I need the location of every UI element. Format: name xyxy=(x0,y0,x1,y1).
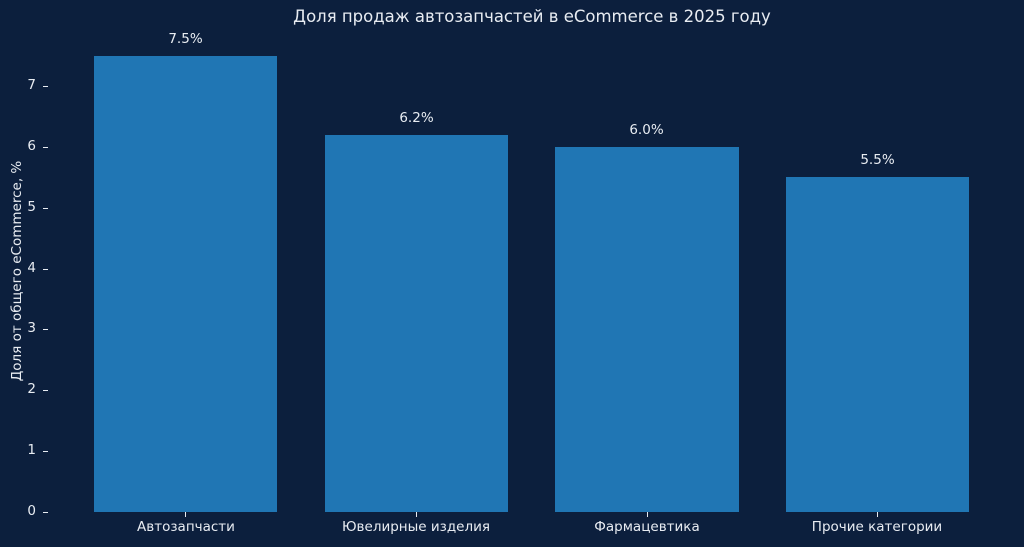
value-label: 6.2% xyxy=(399,110,434,126)
value-label: 7.5% xyxy=(168,31,203,47)
bar-pharma xyxy=(555,147,739,512)
x-tick-label: Прочие категории xyxy=(811,519,943,535)
bar-other xyxy=(786,177,969,512)
y-axis-label: Доля от общего eCommerce, % xyxy=(9,160,25,382)
bar-jewelry xyxy=(325,135,508,512)
x-tick xyxy=(877,512,878,517)
x-tick xyxy=(416,512,417,517)
value-label: 5.5% xyxy=(860,152,895,168)
x-tick-label: Автозапчасти xyxy=(137,519,235,535)
value-label: 6.0% xyxy=(629,122,664,138)
bar-autoparts xyxy=(94,56,277,512)
x-tick xyxy=(185,512,186,517)
x-tick-label: Ювелирные изделия xyxy=(341,519,490,535)
x-tick-label: Фармацевтика xyxy=(594,519,700,535)
chart-title: Доля продаж автозапчастей в eCommerce в … xyxy=(293,7,771,26)
x-tick xyxy=(647,512,648,517)
